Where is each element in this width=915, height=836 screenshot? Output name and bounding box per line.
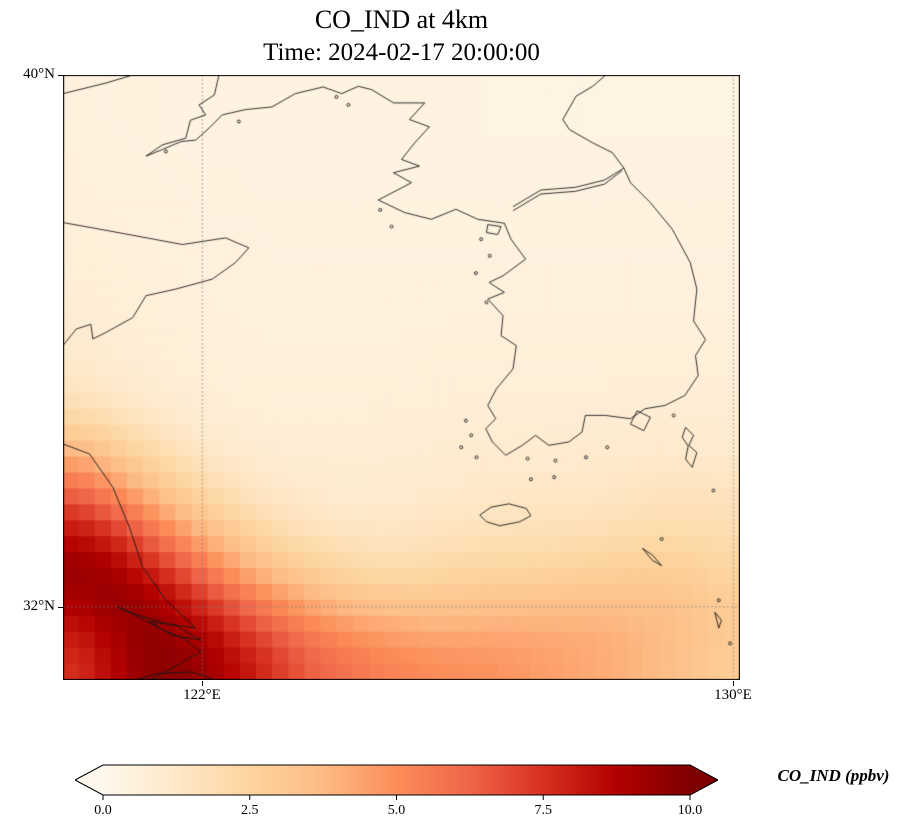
plot-title-line2: Time: 2024-02-17 20:00:00 xyxy=(263,38,540,66)
colorbar-tick-marks xyxy=(102,795,691,800)
colorbar-gradient xyxy=(103,765,690,795)
colorbar-label: CO_IND (ppbv) xyxy=(777,766,890,785)
map-canvas xyxy=(63,75,740,680)
colorbar-tick-label: 2.5 xyxy=(241,803,259,818)
axis-tick-mark-122e xyxy=(202,681,203,686)
plot-title: CO_IND at 4km Time: 2024-02-17 20:00:00 xyxy=(63,4,740,68)
colorbar-tick-label: 7.5 xyxy=(534,803,553,818)
colorbar-tick-label: 10.0 xyxy=(677,803,703,818)
y-axis-tick-label-40n: 40°N xyxy=(23,66,55,82)
colorbar-over-arrow xyxy=(690,765,718,795)
colorbar xyxy=(75,764,718,800)
colorbar-tick-label: 5.0 xyxy=(387,803,406,818)
colorbar-tick-labels: 0.0 2.5 5.0 7.5 10.0 xyxy=(75,803,718,823)
x-axis-tick-label-130e: 130°E xyxy=(714,687,752,703)
colorbar-tick-label: 0.0 xyxy=(94,803,112,818)
colorbar-under-arrow xyxy=(75,765,103,795)
plot-title-line1: CO_IND at 4km xyxy=(314,5,489,34)
x-axis-tick-label-122e: 122°E xyxy=(183,687,221,703)
y-axis-tick-label-32n: 32°N xyxy=(23,598,55,614)
axis-tick-mark-130e xyxy=(733,681,734,686)
axis-tick-mark-40n xyxy=(58,75,63,76)
axis-tick-mark-32n xyxy=(58,607,63,608)
